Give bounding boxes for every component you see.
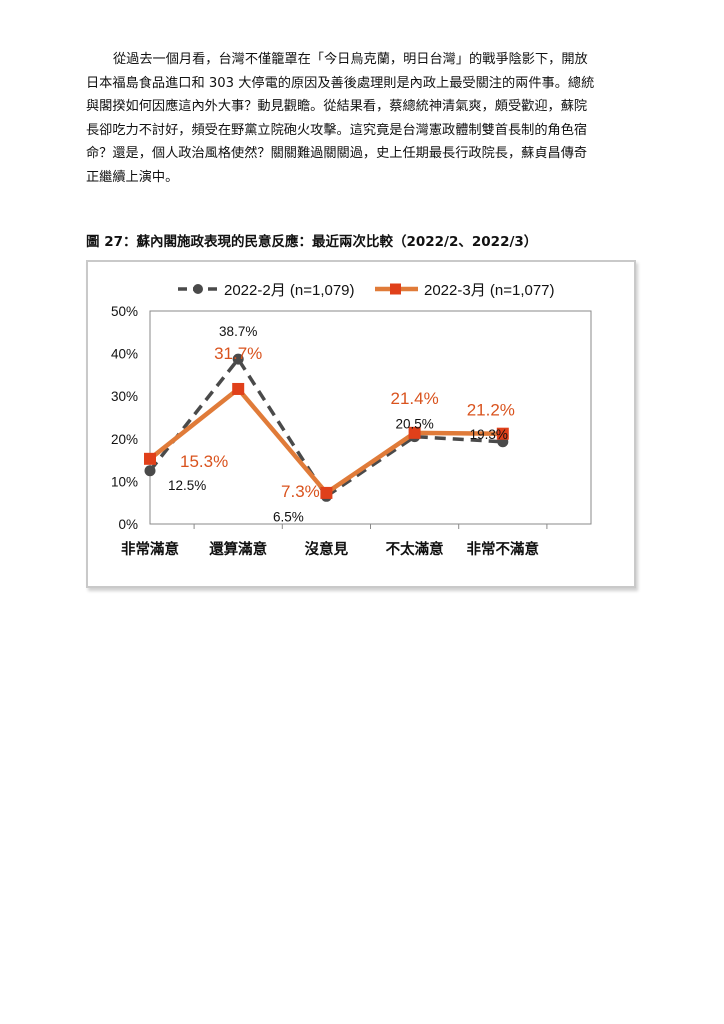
- legend-label-2022-mar: 2022-3月 (n=1,077): [424, 282, 555, 299]
- data-label-2022-mar: 21.2%: [467, 401, 515, 420]
- y-tick-label: 10%: [111, 474, 138, 489]
- paragraph-line: 與閣揆如何因應這內外大事？動見觀瞻。從結果看，蔡總統神清氣爽，頗受歡迎，蘇院: [86, 99, 588, 114]
- data-label-2022-mar: 21.4%: [390, 389, 438, 408]
- marker-square: [144, 452, 156, 465]
- series-line-2022-feb: [148, 357, 503, 499]
- marker-square: [408, 426, 421, 439]
- figure-caption: 圖 27：蘇內閣施政表現的民意反應：最近兩次比較（2022/2、2022/3）: [86, 234, 538, 250]
- chart-data-labels: 12.5% 38.7% 6.5% 20.5% 19.3% 15.3% 31.7% 7.3% 21…: [168, 324, 515, 524]
- x-tick-label: 還算滿意: [209, 540, 267, 558]
- marker-square: [232, 382, 245, 395]
- marker-square: [496, 427, 509, 440]
- data-label-2022-feb: 38.7%: [219, 324, 257, 339]
- chart-markers: [144, 353, 509, 502]
- legend-marker-circle: [193, 284, 203, 294]
- paragraph-line: 正繼續上演中。: [86, 169, 179, 185]
- legend-marker-square: [390, 283, 401, 295]
- y-tick-label: 20%: [111, 432, 138, 447]
- legend-label-2022-feb: 2022-2月 (n=1,079): [224, 282, 355, 299]
- marker-circle: [144, 465, 156, 477]
- paragraph-line: 命？還是，個人政治風格使然？關關難過關關過，史上任期最長行政院長，蘇貞昌傳奇: [86, 146, 588, 161]
- chart-frame: 0% 10% 20% 30% 40% 50% 非常滿意 還算滿意 沒意見 不太滿意 非常不滿意 12…: [86, 260, 636, 588]
- y-tick-label: 50%: [111, 304, 138, 319]
- paragraph-line: 長卻吃力不討好，頻受在野黨立院砲火攻擊。這究竟是台灣憲政體制雙首長制的角色宿: [86, 122, 588, 138]
- data-label-2022-feb: 12.5%: [168, 478, 206, 493]
- data-label-2022-feb: 20.5%: [395, 417, 433, 432]
- line-chart: 0% 10% 20% 30% 40% 50% 非常滿意 還算滿意 沒意見 不太滿意 非常不滿意 12…: [111, 282, 592, 558]
- x-tick-label: 不太滿意: [386, 540, 444, 558]
- chart-series-lines: [148, 357, 503, 499]
- data-label-2022-feb: 6.5%: [273, 509, 304, 524]
- data-label-2022-mar: 15.3%: [180, 452, 228, 471]
- paragraph-line: 從過去一個月看，台灣不僅籠罩在「今日烏克蘭，明日台灣」的戰爭陰影下，開放: [113, 52, 588, 67]
- x-tick-label: 非常不滿意: [467, 540, 540, 558]
- x-tick-label: 非常滿意: [121, 540, 179, 558]
- x-tick-label: 沒意見: [305, 540, 349, 558]
- chart-legend: 2022-2月 (n=1,079) 2022-3月 (n=1,077): [178, 282, 555, 299]
- y-tick-label: 30%: [111, 389, 138, 404]
- data-label-2022-mar: 7.3%: [281, 482, 320, 501]
- chart-axes: 0% 10% 20% 30% 40% 50% 非常滿意 還算滿意 沒意見 不太滿意 非常不滿意: [111, 304, 592, 558]
- y-tick-label: 40%: [111, 347, 138, 362]
- body-paragraph: 從過去一個月看，台灣不僅籠罩在「今日烏克蘭，明日台灣」的戰爭陰影下，開放 日本福…: [86, 48, 641, 189]
- marker-circle: [232, 353, 244, 365]
- paragraph-line: 日本福島食品進口和 303 大停電的原因及善後處理則是內政上最受關注的兩件事。總…: [86, 75, 595, 91]
- marker-square: [320, 486, 333, 499]
- plot-area-border: [149, 310, 592, 525]
- y-tick-label: 0%: [118, 517, 138, 532]
- data-label-2022-mar: 31.7%: [214, 344, 262, 363]
- data-label-2022-feb: 19.3%: [470, 427, 508, 442]
